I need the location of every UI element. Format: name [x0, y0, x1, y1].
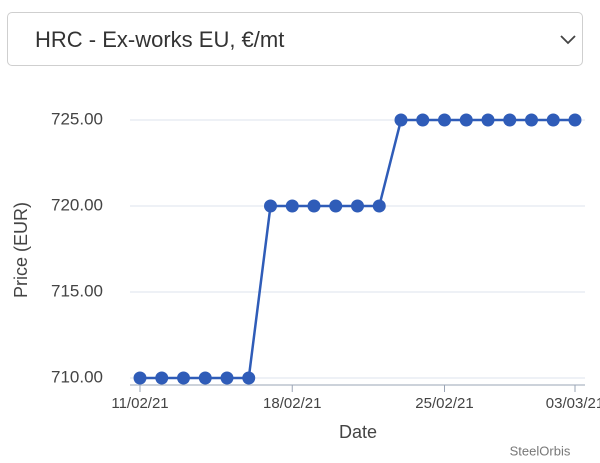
source-credit: SteelOrbis — [510, 443, 571, 458]
chevron-icon — [560, 35, 576, 45]
x-tick-label: 03/03/21 — [546, 395, 600, 412]
x-tick-label: 11/02/21 — [111, 395, 168, 412]
data-point — [459, 113, 473, 127]
data-point — [177, 371, 190, 385]
y-axis-label: Price (EUR) — [11, 202, 31, 298]
data-point — [546, 113, 560, 127]
y-tick-label: 725.00 — [51, 109, 103, 128]
x-tick-label: 18/02/21 — [263, 395, 321, 412]
x-tick-label: 25/02/21 — [415, 395, 473, 412]
dropdown-label: HRC - Ex-works EU, €/mt — [35, 27, 285, 52]
data-point — [285, 199, 299, 213]
data-point — [133, 371, 147, 385]
data-point — [394, 113, 408, 127]
y-tick-label: 720.00 — [51, 195, 103, 214]
data-point — [438, 113, 451, 127]
data-point — [503, 113, 517, 127]
data-point — [155, 371, 169, 385]
x-axis-label: Date — [339, 422, 377, 442]
data-point — [307, 199, 321, 213]
data-point — [198, 371, 212, 385]
y-tick-label: 710.00 — [51, 367, 103, 386]
data-point — [525, 113, 538, 127]
y-tick-label: 715.00 — [51, 281, 103, 300]
data-point — [220, 371, 234, 385]
series-dropdown[interactable]: HRC - Ex-works EU, €/mt — [7, 12, 583, 66]
data-point — [416, 113, 430, 127]
price-line — [140, 118, 575, 380]
data-point — [242, 371, 256, 385]
data-point — [329, 199, 343, 213]
data-point — [568, 113, 582, 127]
data-point — [351, 199, 364, 213]
data-point — [264, 199, 277, 213]
data-point — [481, 113, 495, 127]
data-point — [372, 199, 386, 213]
